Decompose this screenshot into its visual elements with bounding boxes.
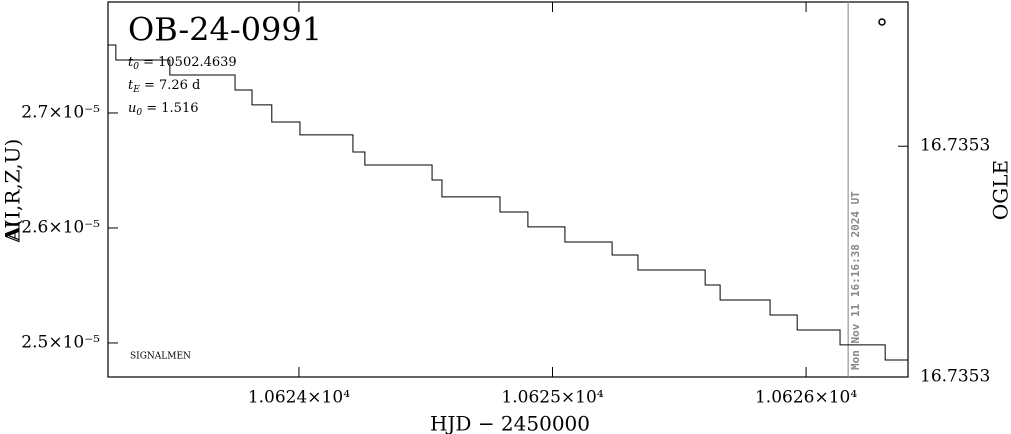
plot-frame bbox=[107, 1, 909, 378]
annotation-text: = 10502.4639 bbox=[139, 55, 237, 70]
annotation-sub: 0 bbox=[136, 108, 142, 118]
x-axis-label: HJD − 2450000 bbox=[430, 412, 590, 434]
annotation: u0 = 1.516 bbox=[128, 101, 198, 118]
credit: SIGNALMEN bbox=[130, 352, 191, 362]
y2-tick-label: 16.7353 bbox=[920, 367, 990, 387]
annotation-sub: 0 bbox=[133, 62, 139, 72]
annotation-symbol: t bbox=[128, 55, 134, 70]
x-tick-label: 1.0626×10⁴ bbox=[755, 388, 857, 408]
y2-axis-label: OGLE bbox=[989, 160, 1011, 220]
y-tick-label: 2.5×10⁻⁵ bbox=[21, 332, 100, 352]
x-tick-label: 1.0624×10⁴ bbox=[248, 388, 350, 408]
annotation-symbol: u bbox=[128, 101, 136, 116]
now-label: Mon Nov 11 16:16:38 2024 UT bbox=[849, 191, 862, 370]
annotation-symbol: t bbox=[128, 78, 134, 93]
annotation-text: = 7.26 d bbox=[140, 78, 201, 93]
y-axis-label: A(I,R,Z,U) bbox=[1, 139, 25, 242]
x-tick-label: 1.0625×10⁴ bbox=[501, 388, 603, 408]
y-tick-label: 2.7×10⁻⁵ bbox=[21, 102, 100, 122]
marker-symbol bbox=[878, 18, 886, 26]
annotation: tE = 7.26 d bbox=[128, 78, 200, 95]
y-axis-label-overlay: ΔI bbox=[1, 221, 25, 243]
annotation-sub: E bbox=[132, 85, 140, 95]
annotation-text: = 1.516 bbox=[142, 101, 198, 116]
chart-title: OB-24-0991 bbox=[128, 11, 322, 49]
light-curve bbox=[108, 44, 908, 361]
annotation: t0 = 10502.4639 bbox=[128, 55, 237, 72]
y-tick-label: 2.6×10⁻⁵ bbox=[21, 217, 100, 237]
y2-tick-label: 16.7353 bbox=[920, 136, 990, 156]
